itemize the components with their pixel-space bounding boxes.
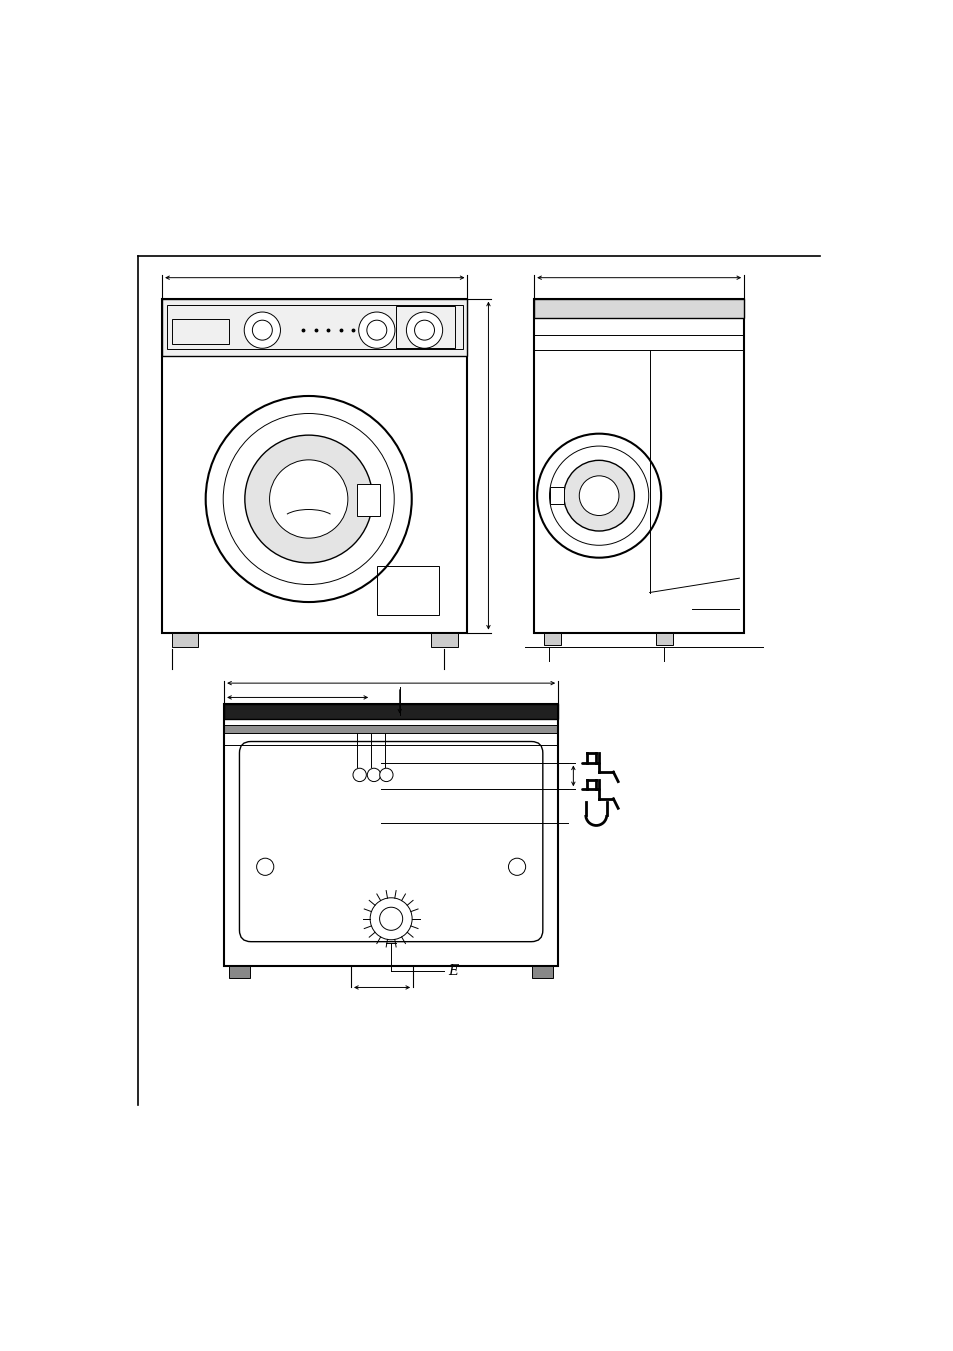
Bar xyxy=(172,632,198,647)
Bar xyxy=(162,299,467,355)
Bar xyxy=(534,299,743,317)
Bar xyxy=(229,966,250,978)
Circle shape xyxy=(406,312,442,349)
Circle shape xyxy=(415,320,434,340)
Circle shape xyxy=(563,461,634,531)
FancyBboxPatch shape xyxy=(239,742,542,942)
Bar xyxy=(395,307,455,349)
Bar xyxy=(224,704,558,966)
Circle shape xyxy=(549,446,648,546)
Circle shape xyxy=(379,769,393,782)
Bar xyxy=(224,704,558,719)
Circle shape xyxy=(367,769,380,782)
Circle shape xyxy=(244,312,280,349)
Circle shape xyxy=(353,769,366,782)
Bar xyxy=(356,484,379,516)
Circle shape xyxy=(245,435,373,563)
Circle shape xyxy=(578,476,618,516)
Circle shape xyxy=(367,320,386,340)
Circle shape xyxy=(223,413,394,585)
Circle shape xyxy=(256,858,274,875)
Bar xyxy=(532,966,553,978)
Text: E: E xyxy=(448,965,458,978)
Bar xyxy=(656,632,673,644)
Bar xyxy=(224,724,558,734)
Circle shape xyxy=(270,459,348,538)
Circle shape xyxy=(508,858,525,875)
Circle shape xyxy=(358,312,395,349)
Circle shape xyxy=(537,434,660,558)
Bar xyxy=(167,305,462,349)
Bar xyxy=(534,299,743,632)
Bar xyxy=(376,566,438,616)
Bar xyxy=(543,632,560,644)
Circle shape xyxy=(379,908,402,931)
Bar xyxy=(550,488,563,504)
Circle shape xyxy=(253,320,272,340)
Bar xyxy=(431,632,457,647)
Circle shape xyxy=(370,898,412,940)
Circle shape xyxy=(206,396,412,603)
Bar xyxy=(172,319,229,343)
Bar xyxy=(162,299,467,632)
